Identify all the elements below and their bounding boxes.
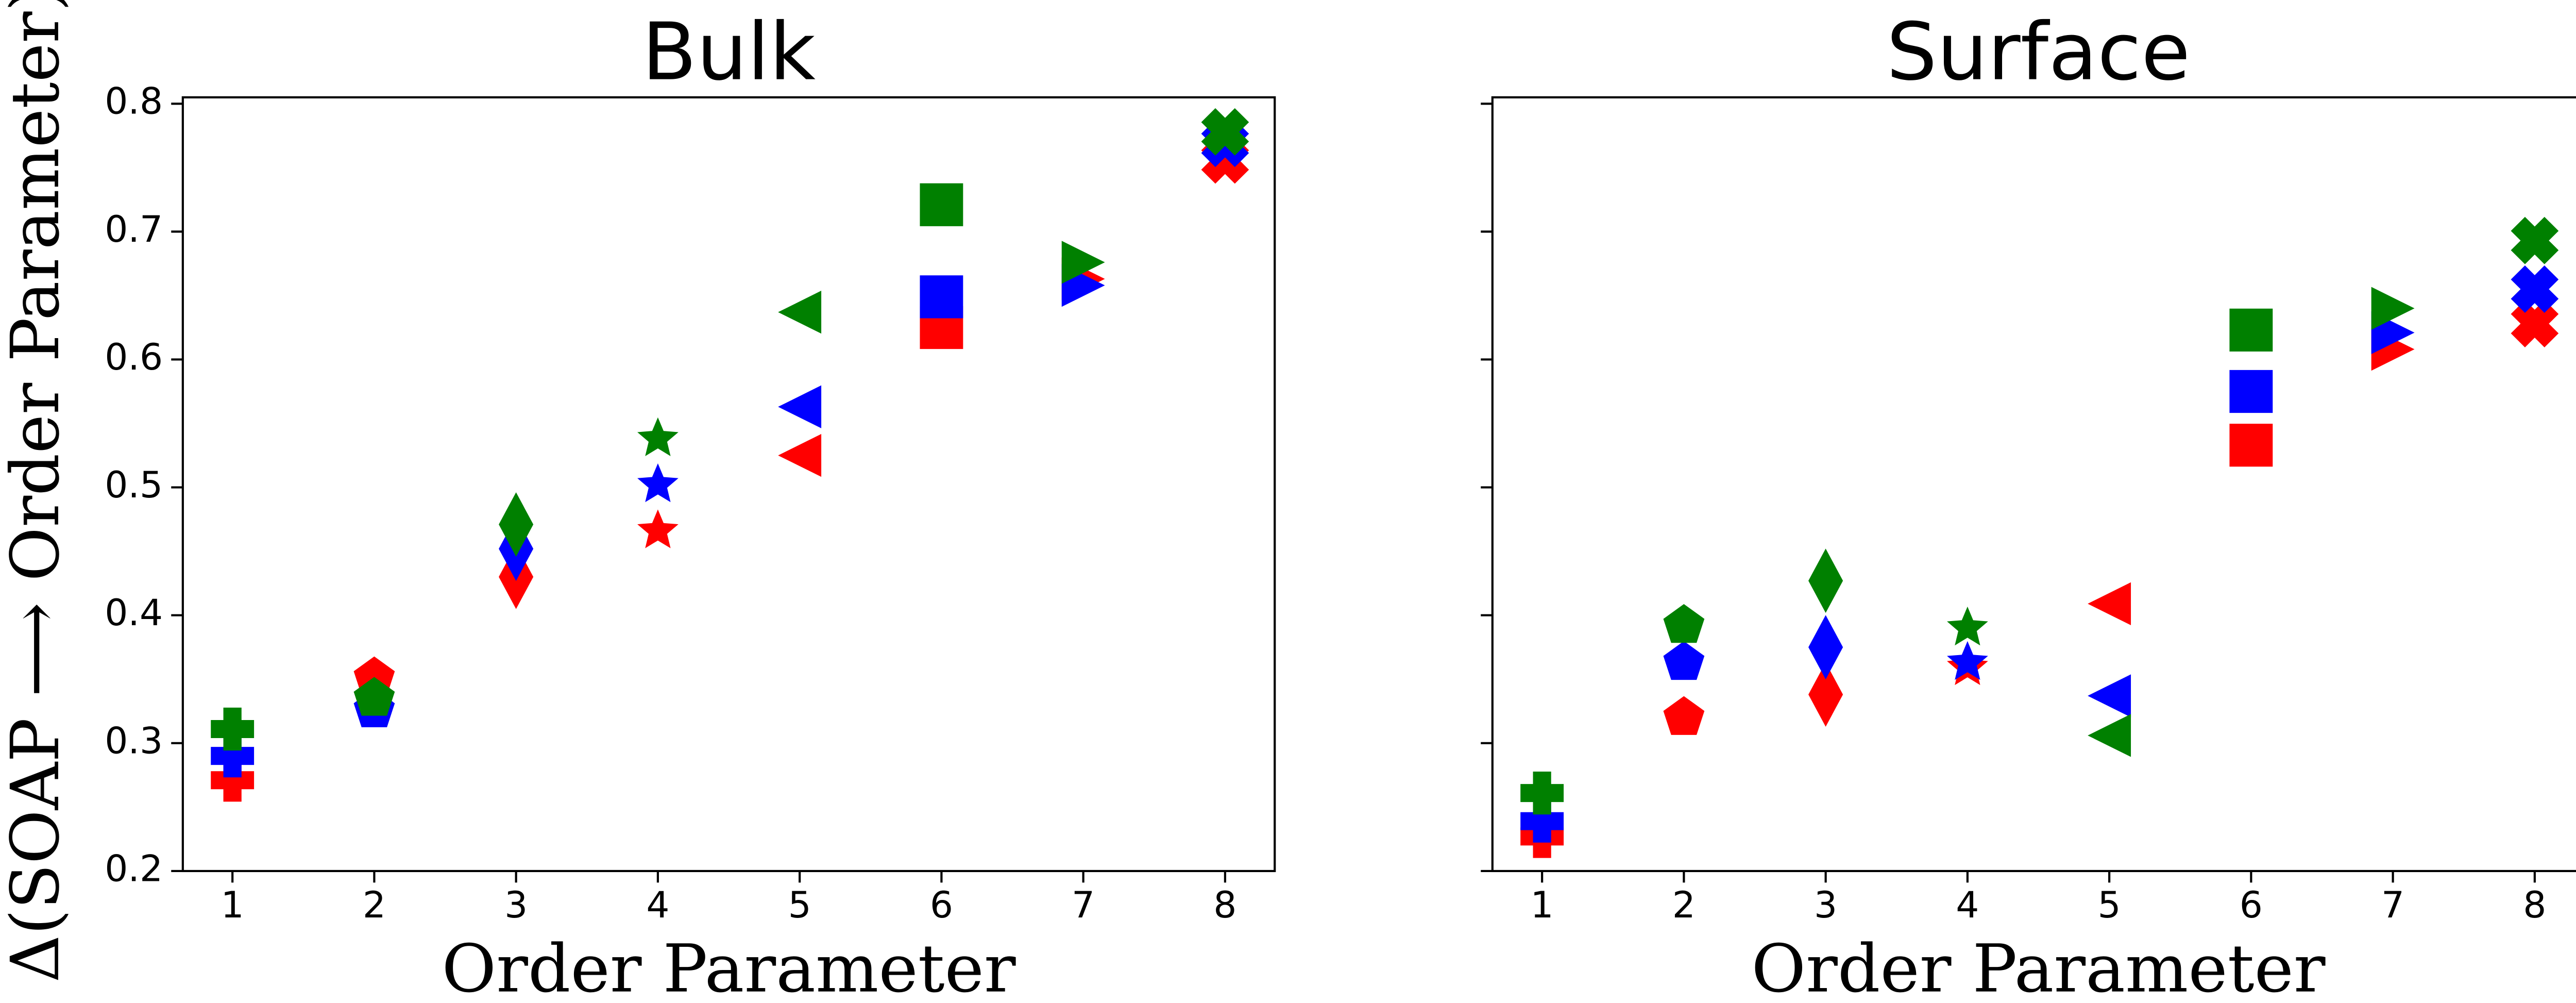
marker: [778, 385, 822, 428]
marker: [1808, 662, 1843, 727]
marker: [2229, 370, 2273, 413]
y-tick-label: 0.8: [105, 80, 163, 123]
marker: [211, 734, 255, 778]
marker: [1808, 548, 1843, 613]
panel: Bulk Order Parameter Δ(SOAP ⟶ Order Parame…: [0, 0, 1276, 1003]
marker: [211, 759, 255, 802]
marker: [1663, 641, 1705, 680]
plot-frame: [1491, 96, 2576, 873]
x-tick-label: 1: [221, 883, 244, 926]
marker: [1947, 641, 1988, 680]
x-tick-label: 5: [2098, 883, 2121, 926]
y-tick-label: 0.3: [105, 720, 163, 762]
chart-title: Surface: [1887, 6, 2191, 98]
x-tick-label: 6: [2240, 883, 2263, 926]
marker: [778, 433, 822, 477]
marker: [920, 183, 963, 226]
marker: [637, 463, 679, 503]
y-tick-label: 0.2: [105, 847, 163, 890]
marker: [2088, 582, 2131, 625]
x-tick-label: 2: [1672, 883, 1696, 926]
y-tick-label: 0.4: [105, 591, 163, 634]
x-axis-label: Order Parameter: [1751, 931, 2326, 1003]
marker: [2229, 308, 2273, 352]
marker: [778, 291, 822, 334]
marker: [2511, 216, 2559, 264]
marker: [1061, 241, 1105, 284]
marker: [2088, 714, 2131, 757]
marker: [1520, 771, 1564, 815]
y-tick-label: 0.6: [105, 336, 163, 378]
x-tick-label: 4: [646, 883, 669, 926]
x-tick-label: 3: [1814, 883, 1837, 926]
marker: [637, 509, 679, 548]
chart-title: Bulk: [642, 6, 816, 98]
marker: [2511, 300, 2559, 347]
marker: [2371, 287, 2415, 330]
x-tick-label: 3: [504, 883, 528, 926]
marker: [1663, 696, 1705, 735]
y-tick-label: 0.5: [105, 463, 163, 506]
marker: [2511, 265, 2559, 313]
marker: [637, 417, 679, 456]
marker: [1520, 799, 1564, 843]
marker: [1663, 604, 1705, 643]
x-tick-label: 7: [1072, 883, 1095, 926]
x-tick-label: 6: [930, 883, 953, 926]
plot-frame: [181, 96, 1276, 873]
x-tick-label: 8: [1213, 883, 1236, 926]
marker: [499, 492, 534, 557]
marker: [920, 275, 963, 319]
x-tick-label: 4: [1956, 883, 1979, 926]
x-axis-label: Order Parameter: [442, 931, 1016, 1003]
x-tick-label: 7: [2381, 883, 2404, 926]
marker: [1808, 615, 1843, 680]
marker: [353, 677, 395, 716]
marker: [2088, 674, 2131, 717]
marker: [1201, 108, 1249, 156]
x-tick-label: 5: [788, 883, 811, 926]
x-tick-label: 2: [363, 883, 386, 926]
marker: [1947, 606, 1988, 646]
panel: Surface Order Parameter 1 2 3 4 5 6 7 8: [1481, 6, 2576, 1003]
x-tick-label: 8: [2523, 883, 2546, 926]
marker: [2229, 424, 2273, 467]
marker: [211, 707, 255, 751]
y-axis-label: Δ(SOAP ⟶ Order Parameter): [0, 0, 74, 982]
y-tick-label: 0.7: [105, 208, 163, 250]
x-tick-label: 1: [1531, 883, 1554, 926]
